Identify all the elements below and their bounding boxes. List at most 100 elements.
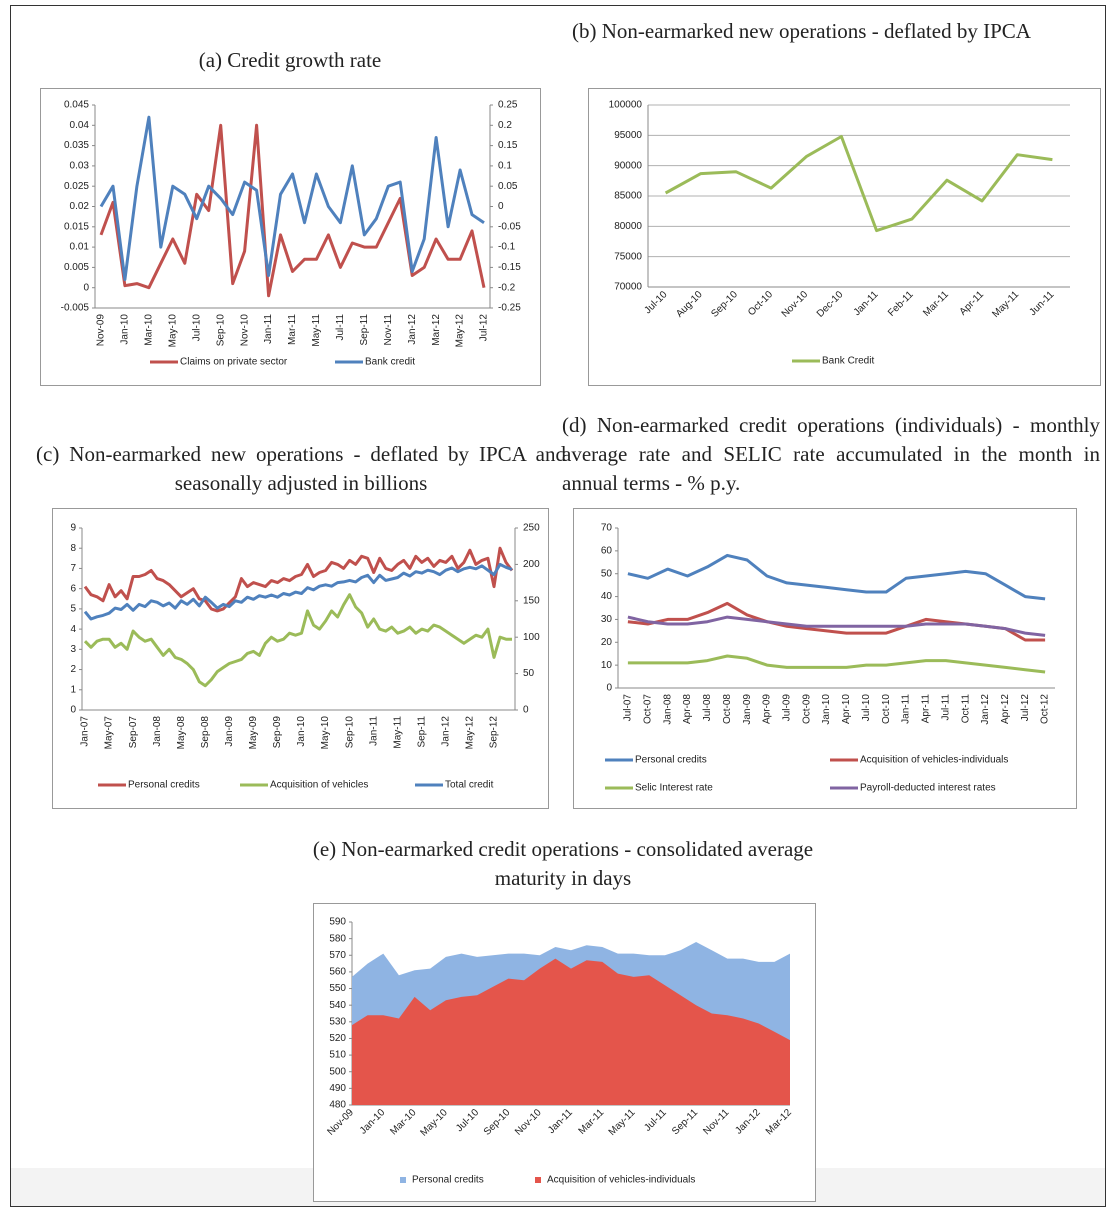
x-tick-label: May-10 bbox=[320, 716, 331, 750]
y-tick-label: 580 bbox=[329, 933, 346, 944]
y-tick-label: 500 bbox=[329, 1066, 346, 1077]
legend-swatch bbox=[400, 1177, 406, 1183]
x-tick-label: Oct-11 bbox=[960, 694, 971, 724]
series-line bbox=[627, 654, 1046, 674]
y-tick-label: 30 bbox=[601, 614, 613, 625]
x-tick-label: Jul-09 bbox=[781, 694, 792, 722]
x-tick-label: May-12 bbox=[465, 716, 476, 750]
x-tick-label: Jul-12 bbox=[479, 314, 490, 342]
y-tick-label: 85000 bbox=[614, 191, 642, 202]
y-tick-label: 520 bbox=[329, 1033, 346, 1044]
x-tick-label: Jan-07 bbox=[80, 716, 91, 747]
x-tick-label: Sep-12 bbox=[489, 716, 500, 749]
y-tick-label: 100000 bbox=[609, 100, 643, 111]
y-tick-label: 0.025 bbox=[64, 181, 89, 192]
x-tick-label: Apr-12 bbox=[1000, 694, 1011, 724]
y-tick-label: 6 bbox=[70, 583, 76, 594]
y2-tick-label: -0.15 bbox=[498, 262, 521, 273]
y2-tick-label: -0.05 bbox=[498, 221, 521, 232]
y-tick-label: 0 bbox=[606, 683, 612, 694]
x-tick-label: Jan-12 bbox=[440, 716, 451, 747]
y2-tick-label: -0.2 bbox=[498, 282, 516, 293]
x-tick-label: Jan-09 bbox=[742, 694, 753, 725]
y-tick-label: -0.005 bbox=[61, 303, 90, 314]
chart-frame bbox=[573, 508, 1077, 809]
series-line bbox=[627, 553, 1046, 601]
y-tick-label: 75000 bbox=[614, 251, 642, 262]
y-tick-label: 0.045 bbox=[64, 100, 89, 111]
y-tick-label: 0.02 bbox=[70, 201, 90, 212]
x-tick-label: Oct-08 bbox=[722, 694, 733, 724]
x-tick-label: Nov-10 bbox=[239, 314, 250, 347]
y-tick-label: 0.015 bbox=[64, 221, 89, 232]
legend-label: Selic Interest rate bbox=[635, 783, 713, 794]
y2-tick-label: 0 bbox=[498, 201, 504, 212]
y2-tick-label: 100 bbox=[523, 632, 540, 643]
series-line bbox=[99, 115, 485, 282]
y-tick-label: 0.035 bbox=[64, 140, 89, 151]
y-tick-label: 3 bbox=[70, 644, 76, 655]
x-tick-label: Apr-11 bbox=[921, 694, 932, 724]
x-tick-label: May-11 bbox=[392, 716, 403, 749]
x-tick-label: Oct-12 bbox=[1040, 694, 1051, 724]
x-tick-label: Sep-08 bbox=[200, 716, 211, 749]
x-tick-label: Jan-12 bbox=[407, 314, 418, 345]
y-tick-label: 40 bbox=[601, 591, 613, 602]
y-tick-label: 4 bbox=[70, 624, 76, 635]
y2-tick-label: 150 bbox=[523, 595, 540, 606]
y-tick-label: 70 bbox=[601, 523, 613, 534]
y2-tick-label: 250 bbox=[523, 523, 540, 534]
chart-frame bbox=[588, 88, 1101, 386]
chart-title: (d) Non-earmarked credit operations (ind… bbox=[562, 413, 1100, 495]
x-tick-label: Sep-11 bbox=[416, 716, 427, 748]
y-tick-label: 7 bbox=[70, 563, 76, 574]
x-tick-label: May-10 bbox=[167, 314, 178, 348]
y-tick-label: 2 bbox=[70, 664, 76, 675]
x-tick-label: May-11 bbox=[311, 314, 322, 347]
y-tick-label: 90000 bbox=[614, 160, 642, 171]
x-tick-label: Jul-08 bbox=[702, 694, 713, 722]
chart-frame bbox=[40, 88, 541, 386]
y-tick-label: 0.03 bbox=[70, 161, 90, 172]
y2-tick-label: -0.1 bbox=[498, 242, 516, 253]
y-tick-label: 60 bbox=[601, 545, 613, 556]
x-tick-label: Sep-10 bbox=[215, 314, 226, 347]
y-tick-label: 0 bbox=[70, 705, 76, 716]
x-tick-label: Jul-10 bbox=[861, 694, 872, 722]
x-tick-label: Apr-09 bbox=[762, 694, 773, 724]
y-tick-label: 20 bbox=[601, 637, 613, 648]
y-tick-label: 490 bbox=[329, 1083, 346, 1094]
legend-label: Acquisition of vehicles bbox=[270, 780, 368, 791]
x-tick-label: Apr-08 bbox=[682, 694, 693, 724]
chart-title: (c) Non-earmarked new operations - defla… bbox=[36, 442, 566, 495]
series-line bbox=[664, 135, 1053, 233]
legend-label: Acquisition of vehicles-individuals bbox=[547, 1175, 695, 1186]
y-tick-label: 590 bbox=[329, 917, 346, 928]
y-tick-label: 480 bbox=[329, 1100, 346, 1111]
legend-label: Payroll-deducted interest rates bbox=[860, 783, 996, 794]
legend-swatch bbox=[535, 1177, 541, 1183]
x-tick-label: Jan-08 bbox=[662, 694, 673, 725]
x-tick-label: May-12 bbox=[455, 314, 466, 348]
y-tick-label: 50 bbox=[601, 568, 613, 579]
legend-label: Bank credit bbox=[365, 357, 415, 368]
x-tick-label: Jan-12 bbox=[980, 694, 991, 725]
x-tick-label: Mar-11 bbox=[287, 314, 298, 345]
legend-label: Acquisition of vehicles-individuals bbox=[860, 755, 1008, 766]
x-tick-label: Jul-11 bbox=[335, 314, 346, 341]
x-tick-label: Jan-10 bbox=[296, 716, 307, 747]
legend-label: Total credit bbox=[445, 780, 494, 791]
x-tick-label: Oct-09 bbox=[801, 694, 812, 724]
legend-label: Personal credits bbox=[635, 755, 707, 766]
x-tick-label: Jan-08 bbox=[152, 716, 163, 747]
chart-title: (a) Credit growth rate bbox=[198, 48, 382, 72]
y2-tick-label: 200 bbox=[523, 559, 540, 570]
x-tick-label: May-08 bbox=[176, 716, 187, 750]
x-tick-label: May-07 bbox=[104, 716, 115, 750]
series-line bbox=[83, 562, 513, 621]
y-tick-label: 0.005 bbox=[64, 262, 89, 273]
y-tick-label: 510 bbox=[329, 1050, 346, 1061]
series-line bbox=[83, 593, 512, 688]
